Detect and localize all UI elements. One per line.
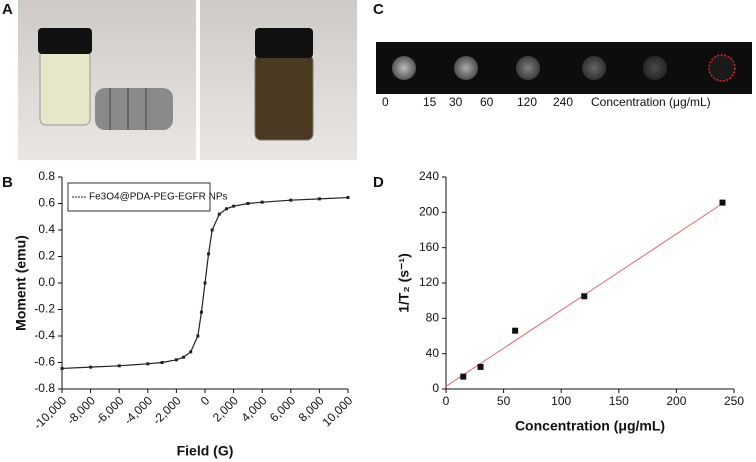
y-axis-label: Moment (emu) (13, 235, 29, 331)
y-tick-label: -0.4 (34, 328, 55, 342)
y-tick-label: 240 (419, 169, 439, 183)
x-axis-label: Field (G) (177, 443, 234, 459)
y-tick-label: 80 (426, 311, 440, 325)
x-tick-label: 10,000 (320, 393, 356, 429)
x-tick-label: 50 (497, 394, 511, 408)
data-point (196, 334, 200, 338)
photo-left (18, 0, 196, 160)
legend-label: Fe3O4@PDA-PEG-EGFR NPs (89, 192, 228, 203)
data-point (174, 358, 178, 362)
panel-label: A (2, 1, 13, 18)
data-point (207, 252, 211, 256)
data-point (581, 293, 588, 300)
legend-box (67, 182, 211, 212)
mri-concentration: 15 (423, 95, 437, 109)
mri-concentration: 30 (449, 95, 463, 109)
y-tick-label: -0.2 (34, 302, 55, 316)
y-tick-label: 0.2 (38, 249, 55, 263)
data-point (182, 355, 186, 359)
x-tick-label: -10,000 (31, 393, 70, 432)
mri-axis-label: Concentration (μg/mL) (591, 95, 711, 109)
mri-concentration: 0 (382, 95, 389, 109)
y-tick-label: 160 (419, 240, 439, 254)
y-tick-label: 200 (419, 205, 439, 219)
data-point (203, 281, 207, 285)
x-tick-label: 100 (551, 394, 571, 408)
x-axis-label: Concentration (μg/mL) (515, 418, 665, 434)
y-axis-label: 1/T₂ (s⁻¹) (396, 253, 412, 313)
data-point (477, 363, 484, 370)
y-tick-label: 120 (419, 275, 439, 289)
data-point (199, 310, 203, 314)
data-point (317, 197, 321, 201)
data-point (346, 196, 350, 200)
data-point (60, 366, 64, 370)
data-point (210, 228, 214, 232)
x-tick-label: -6,000 (93, 393, 127, 427)
data-point (460, 373, 467, 380)
y-tick-label: 0.8 (38, 169, 55, 183)
data-point (160, 361, 164, 364)
mri-concentration: 240 (553, 95, 573, 109)
mri-spots (392, 54, 736, 82)
x-tick-label: 250 (724, 394, 744, 408)
y-tick-label: 40 (426, 346, 440, 360)
mri-concentration: 120 (517, 95, 537, 109)
y-tick-label: -0.8 (34, 381, 55, 395)
x-tick-label: 2,000 (210, 393, 241, 424)
mri-strip (376, 42, 752, 94)
panel-label: B (2, 174, 13, 191)
data-point (89, 365, 93, 369)
x-tick-label: 0 (443, 394, 450, 408)
data-point (217, 212, 221, 216)
data-point (260, 200, 264, 204)
photo-right (200, 0, 357, 160)
x-tick-label: -8,000 (64, 393, 98, 427)
panel-label: C (373, 1, 384, 18)
y-tick-label: 0 (432, 381, 439, 395)
y-tick-label: 0.0 (38, 275, 55, 289)
x-tick-label: 150 (609, 394, 629, 408)
y-tick-label: -0.6 (34, 355, 55, 369)
x-tick-label: 0 (198, 393, 213, 408)
y-tick-label: 0.4 (38, 222, 55, 236)
data-point (146, 362, 150, 366)
data-point (719, 199, 726, 206)
x-tick-label: -2,000 (150, 393, 184, 427)
data-point (246, 202, 250, 205)
x-tick-label: -4,000 (121, 393, 155, 427)
x-tick-label: 4,000 (238, 393, 269, 424)
data-point (117, 364, 121, 368)
data-point (289, 198, 293, 202)
data-point (232, 204, 236, 208)
data-point (224, 207, 228, 211)
x-tick-label: 200 (666, 394, 686, 408)
data-point (189, 350, 193, 354)
data-point (512, 327, 519, 334)
panel-label: D (373, 174, 384, 191)
x-tick-label: 6,000 (267, 393, 298, 424)
y-tick-label: 0.6 (38, 196, 55, 210)
mri-concentration: 60 (480, 95, 494, 109)
